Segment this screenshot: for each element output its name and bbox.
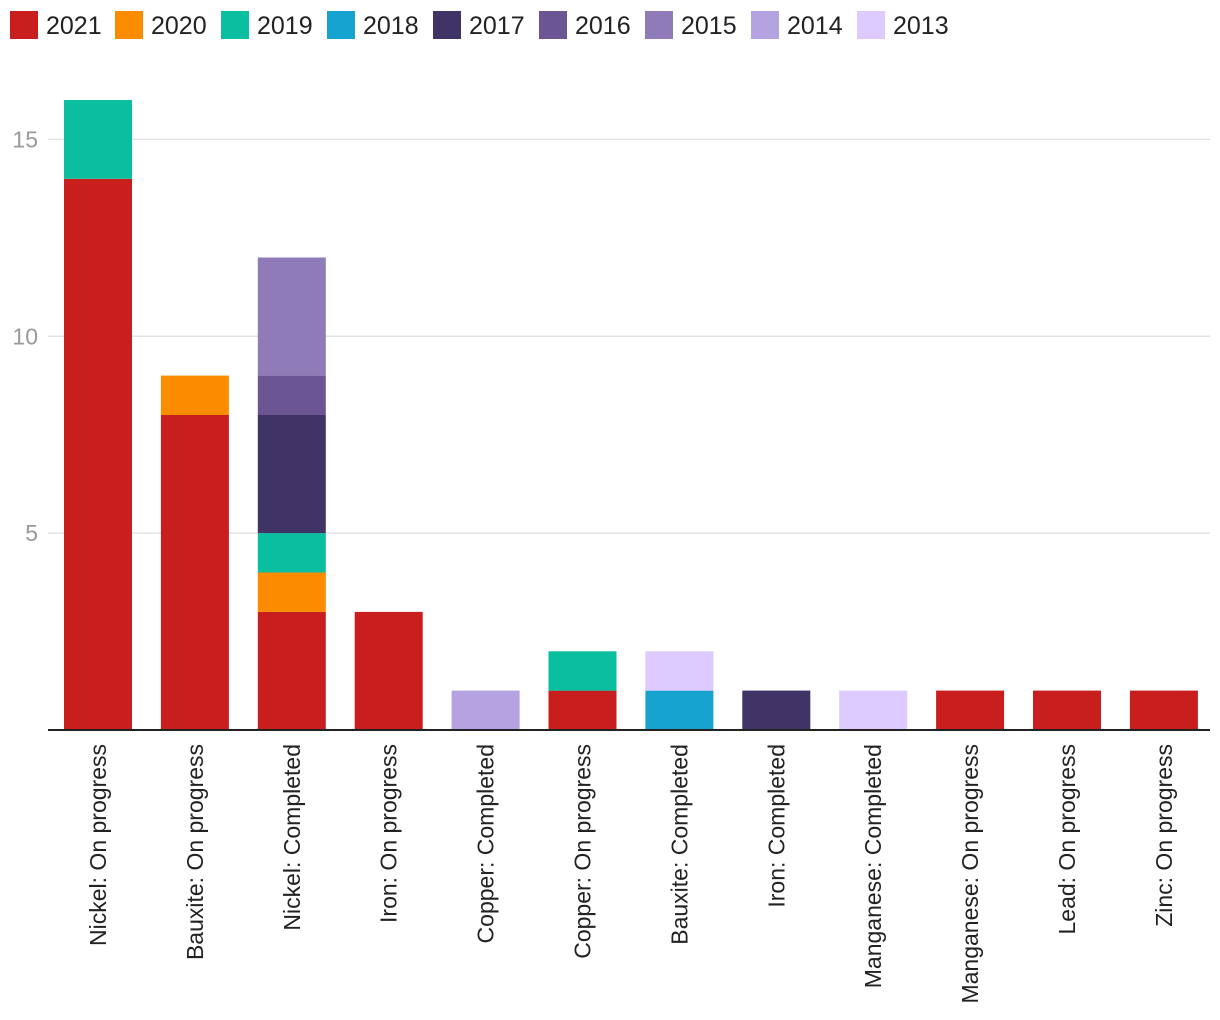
bar-segment-2013-6 bbox=[645, 651, 714, 691]
y-tick-label-15: 15 bbox=[12, 126, 38, 152]
legend-label-2015: 2015 bbox=[681, 12, 737, 40]
legend-swatch-2021 bbox=[10, 11, 38, 39]
bar-segment-2018-6 bbox=[645, 690, 714, 730]
bar-segment-2013-8 bbox=[839, 690, 908, 730]
gridlines bbox=[48, 138, 1210, 534]
x-category-label-6: Bauxite: Completed bbox=[666, 744, 692, 945]
y-tick-label-5: 5 bbox=[25, 520, 38, 546]
legend-swatch-2018 bbox=[327, 11, 355, 39]
bar-segment-2021-9 bbox=[936, 690, 1005, 730]
legend-label-2020: 2020 bbox=[151, 12, 207, 40]
legend-label-2014: 2014 bbox=[787, 12, 843, 40]
y-axis: 5 10 15 bbox=[12, 126, 38, 546]
x-category-label-9: Manganese: On progress bbox=[957, 744, 983, 1004]
x-category-label-5: Copper: On progress bbox=[570, 744, 596, 959]
x-category-label-4: Copper: Completed bbox=[473, 744, 499, 943]
bar-segment-2020-1 bbox=[160, 375, 229, 415]
x-category-label-7: Iron: Completed bbox=[763, 744, 789, 908]
bar-segment-2015-2 bbox=[257, 257, 326, 376]
legend-swatch-2020 bbox=[115, 11, 143, 39]
legend-label-2017: 2017 bbox=[469, 12, 525, 40]
bar-segment-2014-4 bbox=[451, 690, 520, 730]
legend-swatch-2017 bbox=[433, 11, 461, 39]
x-category-label-3: Iron: On progress bbox=[376, 744, 402, 923]
x-category-label-0: Nickel: On progress bbox=[85, 744, 111, 946]
bar-segment-2021-1 bbox=[160, 415, 229, 730]
x-category-label-1: Bauxite: On progress bbox=[182, 744, 208, 960]
bar-segment-2020-2 bbox=[257, 572, 326, 612]
y-tick-label-10: 10 bbox=[12, 323, 38, 349]
legend-label-2021: 2021 bbox=[46, 12, 102, 40]
bar-segment-2021-0 bbox=[64, 178, 132, 731]
legend-label-2019: 2019 bbox=[257, 12, 313, 40]
bar-segment-2017-2 bbox=[257, 415, 326, 534]
legend-label-2018: 2018 bbox=[363, 12, 419, 40]
legend-swatch-2013 bbox=[857, 11, 885, 39]
bars bbox=[64, 100, 1198, 731]
x-category-label-10: Lead: On progress bbox=[1054, 744, 1080, 935]
legend-label-2013: 2013 bbox=[893, 12, 949, 40]
legend: 2021 2020 2019 2018 2017 2016 2015 2014 2013 bbox=[10, 11, 949, 40]
bar-segment-2019-5 bbox=[548, 651, 617, 691]
legend-swatch-2019 bbox=[221, 11, 249, 39]
x-category-label-11: Zinc: On progress bbox=[1151, 744, 1177, 927]
x-category-label-8: Manganese: Completed bbox=[860, 744, 886, 988]
bar-segment-2021-3 bbox=[354, 611, 423, 730]
bar-segment-2019-2 bbox=[257, 533, 326, 573]
x-axis: Nickel: On progress Bauxite: On progress N… bbox=[85, 744, 1177, 1004]
bar-segment-2021-10 bbox=[1033, 690, 1101, 730]
legend-label-2016: 2016 bbox=[575, 12, 631, 40]
bar-segment-2021-11 bbox=[1129, 690, 1198, 730]
legend-swatch-2015 bbox=[645, 11, 673, 39]
bar-segment-2021-2 bbox=[257, 611, 326, 730]
bar-segment-2017-7 bbox=[742, 690, 811, 730]
bar-segment-2016-2 bbox=[257, 375, 326, 415]
legend-swatch-2016 bbox=[539, 11, 567, 39]
bar-segment-2021-5 bbox=[548, 690, 617, 730]
x-category-label-2: Nickel: Completed bbox=[279, 744, 305, 931]
legend-swatch-2014 bbox=[751, 11, 779, 39]
bar-segment-2019-0 bbox=[64, 100, 132, 179]
